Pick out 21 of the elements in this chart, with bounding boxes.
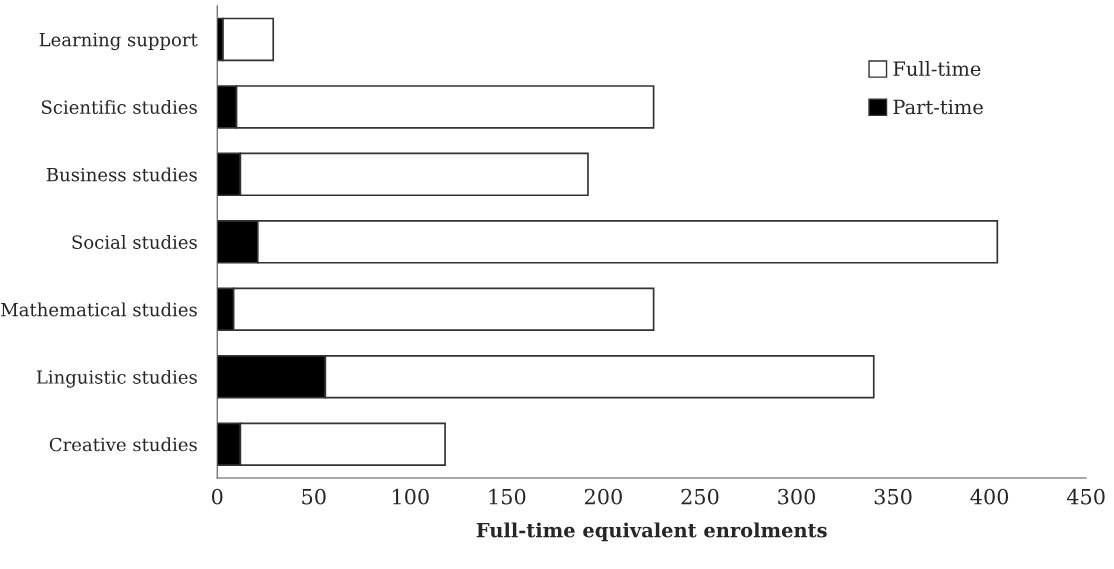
y-tick-label: Social studies	[72, 234, 197, 249]
y-tick-label: Learning support	[39, 32, 198, 51]
x-tick-label: 100	[392, 488, 429, 505]
y-tick-label: Scientific studies	[41, 100, 197, 115]
legend-label: Part-time	[893, 99, 983, 115]
y-tick-label: Creative studies	[49, 437, 197, 452]
x-tick-label: 0	[211, 488, 223, 505]
y-tick-label: Linguistic studies	[36, 369, 197, 388]
y-tick-label: Mathematical studies	[1, 302, 197, 317]
x-tick-label: 200	[584, 488, 622, 505]
x-tick-label: 250	[681, 488, 719, 505]
x-tick-label: 350	[874, 488, 912, 505]
x-tick-label: 450	[1066, 488, 1105, 505]
x-tick-label: 300	[778, 488, 816, 505]
x-tick-label: 400	[970, 488, 1009, 505]
y-tick-label: Business studies	[46, 167, 197, 182]
x-tick-label: 50	[302, 488, 326, 505]
bar	[222, 17, 275, 62]
x-tick-label: 150	[489, 488, 526, 505]
legend-label: Full-time	[893, 60, 981, 77]
x-axis-title: Full-time equivalent enrolments	[476, 522, 827, 542]
